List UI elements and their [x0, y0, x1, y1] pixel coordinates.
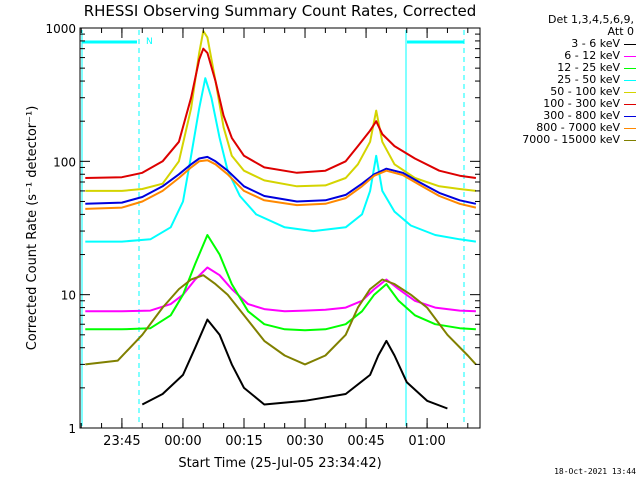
x-axis-label: Start Time (25-Jul-05 23:34:42): [178, 456, 381, 471]
chart-title: RHESSI Observing Summary Count Rates, Co…: [84, 2, 477, 20]
night-annotation: N: [146, 37, 153, 47]
legend-swatch: [624, 139, 636, 141]
legend-swatch: [624, 91, 636, 93]
series-line-4: [85, 77, 477, 243]
legend-attenuator: Att 0: [607, 25, 634, 38]
y-tick-label: 10: [61, 289, 76, 303]
y-axis: 1 10 100 1000: [45, 22, 480, 436]
plot-frame: [79, 27, 481, 429]
timestamp: 18-Oct-2021 13:44: [554, 467, 636, 476]
x-tick-label: 00:30: [286, 434, 323, 449]
legend-swatch: [624, 115, 636, 117]
legend-label: 6 - 12 keV: [564, 49, 620, 62]
legend-swatch: [624, 67, 636, 69]
legend-entry: 100 - 300 keV: [478, 98, 638, 110]
series-line-7: [85, 155, 477, 205]
legend-entry: 50 - 100 keV: [478, 86, 638, 98]
legend-detectors: Det 1,3,4,5,6,9,: [547, 13, 634, 26]
legend-label: 50 - 100 keV: [550, 85, 620, 98]
series-line-3: [85, 234, 476, 332]
series-line-1: [141, 318, 448, 410]
y-tick-label: 1: [68, 422, 76, 436]
legend-entry: 3 - 6 keV: [478, 38, 638, 50]
legend-label: 300 - 800 keV: [543, 109, 620, 122]
x-tick-label: 00:45: [347, 434, 384, 449]
x-tick-label: 00:15: [225, 434, 262, 449]
y-tick-label: 100: [53, 155, 76, 169]
y-tick-label: 1000: [45, 22, 76, 36]
y-axis-label: Corrected Count Rate (s⁻¹ detector⁻¹): [25, 106, 40, 351]
legend-label: 7000 - 15000 keV: [522, 133, 620, 146]
legend-label: 25 - 50 keV: [557, 73, 620, 86]
x-tick-label: 00:00: [164, 434, 201, 449]
series-line-9: [85, 274, 477, 366]
legend-entry: 12 - 25 keV: [478, 62, 638, 74]
legend-entry: 6 - 12 keV: [478, 50, 638, 62]
legend-label: 800 - 7000 keV: [536, 121, 620, 134]
plot-area: N: [81, 30, 477, 426]
legend-swatch: [624, 79, 636, 81]
legend-swatch: [624, 55, 636, 57]
legend-swatch: [624, 103, 636, 105]
legend-label: 100 - 300 keV: [543, 97, 620, 110]
legend-entry: 7000 - 15000 keV: [478, 134, 638, 146]
legend: Det 1,3,4,5,6,9, Att 0 3 - 6 keV 6 - 12 k…: [478, 14, 638, 146]
legend-entries: 3 - 6 keV 6 - 12 keV 12 - 25 keV 25 - 50 ke…: [478, 38, 638, 146]
series-line-6: [85, 47, 477, 179]
legend-entry: 800 - 7000 keV: [478, 122, 638, 134]
series-line-5: [85, 30, 477, 192]
legend-label: 12 - 25 keV: [557, 61, 620, 74]
x-tick-label: 01:00: [408, 434, 445, 449]
series-line-8: [85, 159, 477, 210]
x-tick-label: 23:45: [103, 434, 140, 449]
legend-label: 3 - 6 keV: [571, 37, 620, 50]
legend-entry: 25 - 50 keV: [478, 74, 638, 86]
x-axis: 23:45 00:00 00:15 00:30 00:45 01:00: [80, 28, 469, 449]
series-line-2: [85, 266, 476, 313]
legend-swatch: [624, 43, 636, 45]
legend-swatch: [624, 127, 636, 129]
legend-entry: 300 - 800 keV: [478, 110, 638, 122]
